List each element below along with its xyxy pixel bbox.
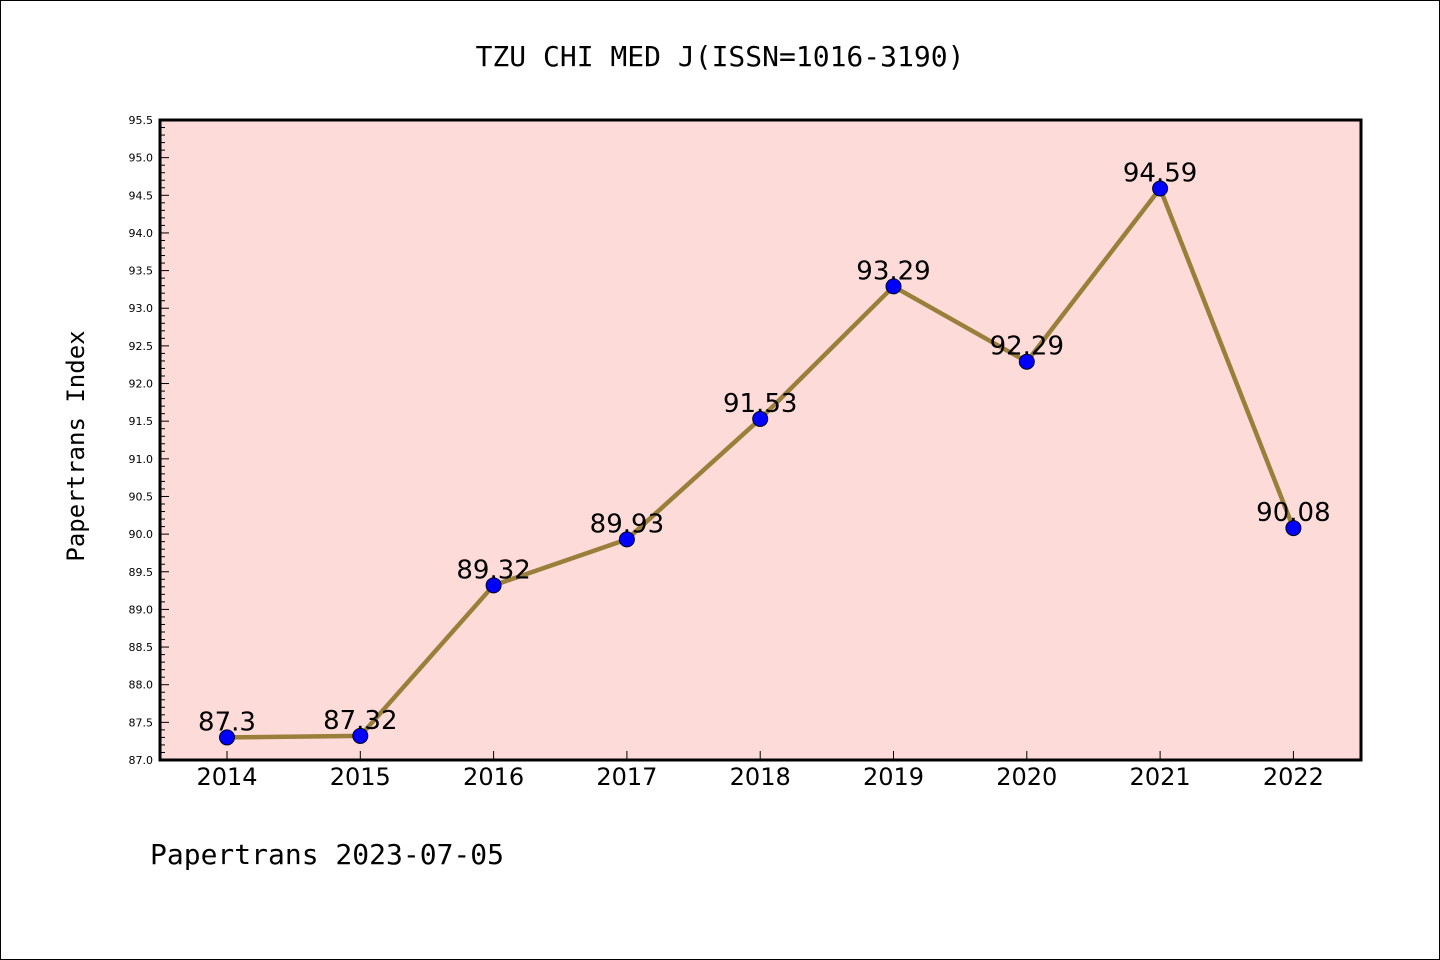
y-tick-label: 95.0 — [129, 152, 154, 165]
y-tick-label: 91.5 — [129, 415, 154, 428]
x-tick-label: 2018 — [730, 763, 791, 791]
data-point — [485, 577, 502, 594]
data-label: 93.29 — [856, 256, 930, 286]
x-tick-label: 2020 — [996, 763, 1057, 791]
data-label: 89.93 — [590, 509, 664, 539]
data-point — [219, 729, 235, 746]
y-tick-label: 87.5 — [129, 716, 154, 729]
x-tick-label: 2017 — [596, 763, 657, 791]
series-group — [219, 180, 1302, 746]
y-tick-label: 90.5 — [129, 490, 154, 503]
y-axis-ticks: 87.0 87.5 88.0 88.5 89.0 89.5 90.0 90.5 91.0 91.5… — [129, 114, 169, 767]
data-label: 89.32 — [456, 555, 530, 585]
data-point — [752, 410, 769, 427]
plot-area — [160, 120, 1361, 760]
x-tick-label: 2019 — [863, 763, 924, 791]
y-tick-label: 95.5 — [129, 114, 154, 127]
x-tick-label: 2021 — [1130, 763, 1191, 791]
footer-date: Papertrans 2023-07-05 — [150, 838, 504, 871]
data-label: 94.59 — [1123, 159, 1197, 189]
y-tick-label: 88.0 — [129, 679, 154, 692]
data-label: 87.32 — [323, 706, 397, 736]
x-tick-label: 2016 — [463, 763, 524, 791]
chart-title: TZU CHI MED J(ISSN=1016-3190) — [476, 40, 965, 73]
y-tick-label: 94.5 — [129, 189, 154, 202]
data-point — [1018, 353, 1035, 370]
data-point — [618, 531, 635, 548]
data-point — [1285, 520, 1302, 537]
data-label: 87.3 — [198, 707, 256, 737]
y-tick-label: 88.5 — [129, 641, 154, 654]
data-labels: 87.3 87.32 89.32 89.93 91.53 93.29 92.29 94.59 9… — [198, 159, 1331, 738]
y-axis-label: Papertrans Index — [62, 330, 90, 561]
y-tick-label: 93.5 — [129, 265, 154, 278]
y-tick-label: 89.0 — [129, 603, 154, 616]
y-tick-label: 93.0 — [129, 302, 154, 315]
x-tick-label: 2015 — [330, 763, 391, 791]
data-point — [1152, 180, 1169, 197]
x-axis-ticks: 2014 2015 2016 2017 2018 2019 2020 2021 2022 — [196, 751, 1324, 791]
y-tick-label: 92.5 — [129, 340, 154, 353]
y-tick-label: 90.0 — [129, 528, 154, 541]
y-tick-label: 89.5 — [129, 566, 154, 579]
x-tick-label: 2014 — [196, 763, 257, 791]
plot-border — [158, 118, 1363, 762]
data-point — [352, 727, 369, 744]
data-point — [885, 278, 902, 295]
data-label: 91.53 — [723, 389, 797, 419]
x-tick-label: 2022 — [1263, 763, 1324, 791]
y-tick-label: 92.0 — [129, 378, 154, 391]
y-tick-label: 87.0 — [129, 754, 154, 767]
y-tick-label: 94.0 — [129, 227, 154, 240]
y-tick-label: 91.0 — [129, 453, 154, 466]
data-label: 92.29 — [990, 332, 1064, 362]
data-label: 90.08 — [1256, 498, 1330, 528]
